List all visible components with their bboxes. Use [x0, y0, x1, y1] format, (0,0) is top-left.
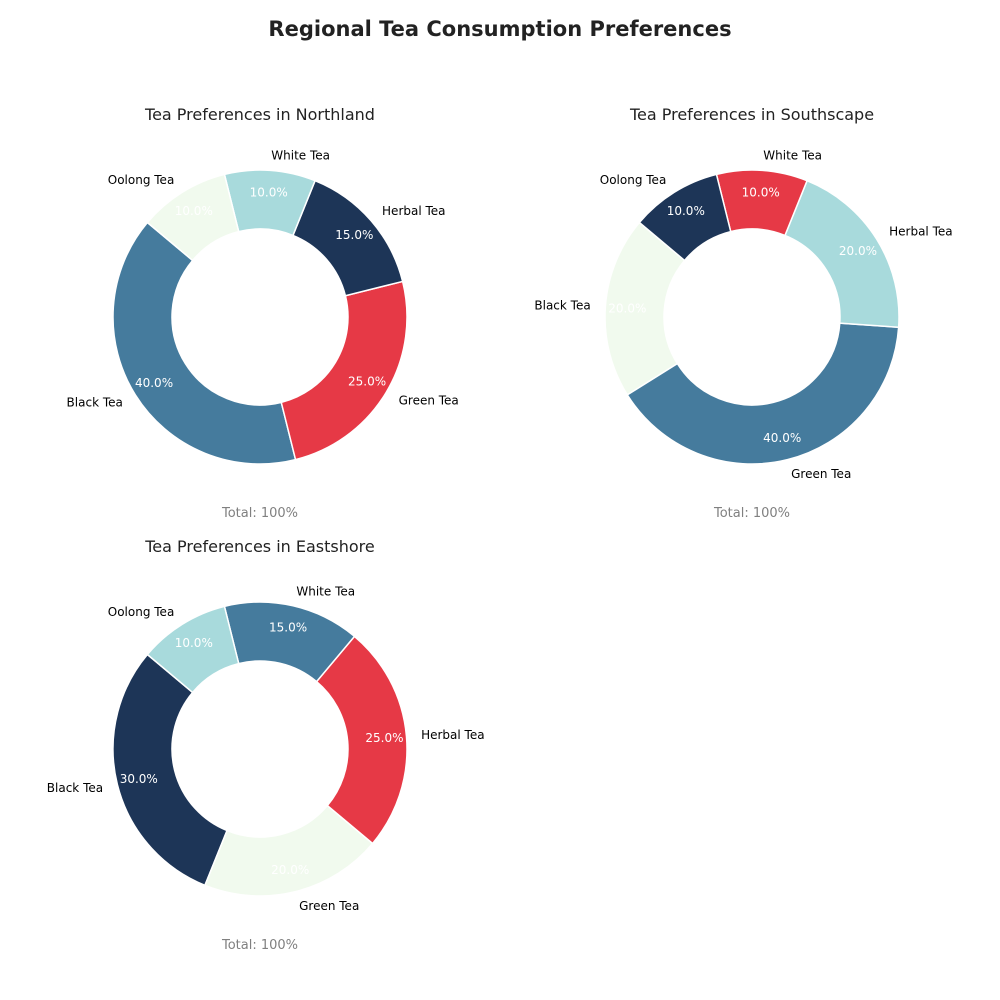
pct-label-black-tea: 20.0% [608, 301, 646, 315]
pct-label-herbal-tea: 15.0% [335, 228, 373, 242]
slice-green-tea [626, 322, 900, 465]
slice-label-white-tea: White Tea [296, 584, 355, 598]
slice-herbal-tea [315, 635, 408, 845]
slice-label-black-tea: Black Tea [67, 396, 123, 410]
total-label: Total: 100% [713, 506, 790, 521]
slice-label-black-tea: Black Tea [534, 299, 590, 313]
pct-label-green-tea: 20.0% [271, 863, 309, 877]
slice-label-black-tea: Black Tea [47, 781, 103, 795]
slice-oolong-tea [146, 173, 240, 262]
donut-chart-1: Tea Preferences in Northland Black Tea 40.… [67, 105, 459, 521]
chart-title: Tea Preferences in Northland [144, 105, 375, 124]
pct-label-green-tea: 25.0% [348, 374, 386, 388]
chart-title: Tea Preferences in Southscape [629, 105, 874, 124]
pct-label-black-tea: 30.0% [120, 772, 158, 786]
pct-label-black-tea: 40.0% [135, 376, 173, 390]
charts-group: Tea Preferences in Northland Black Tea 40.… [47, 105, 953, 953]
pct-label-white-tea: 10.0% [742, 185, 780, 199]
pct-label-white-tea: 15.0% [269, 620, 307, 634]
slice-label-herbal-tea: Herbal Tea [382, 204, 446, 218]
slice-label-oolong-tea: Oolong Tea [600, 173, 667, 187]
pct-label-white-tea: 10.0% [250, 185, 288, 199]
slice-label-white-tea: White Tea [763, 149, 822, 163]
slice-green-tea [280, 280, 408, 461]
slice-label-green-tea: Green Tea [299, 899, 359, 913]
donut-chart-2: Tea Preferences in Southscape Black Tea 20… [534, 105, 952, 521]
slice-label-herbal-tea: Herbal Tea [421, 728, 485, 742]
slice-label-herbal-tea: Herbal Tea [889, 224, 953, 238]
chart-title: Tea Preferences in Eastshore [144, 537, 375, 556]
figure-title: Regional Tea Consumption Preferences [268, 17, 731, 41]
donut-chart-3: Tea Preferences in Eastshore Black Tea 30.… [47, 537, 485, 953]
pct-label-herbal-tea: 25.0% [365, 731, 403, 745]
pct-label-green-tea: 40.0% [763, 431, 801, 445]
pct-label-oolong-tea: 10.0% [175, 636, 213, 650]
pct-label-oolong-tea: 10.0% [667, 204, 705, 218]
total-label: Total: 100% [221, 506, 298, 521]
pct-label-herbal-tea: 20.0% [839, 244, 877, 258]
pct-label-oolong-tea: 10.0% [175, 204, 213, 218]
slice-label-white-tea: White Tea [271, 149, 330, 163]
slice-oolong-tea [146, 605, 240, 694]
slice-label-oolong-tea: Oolong Tea [108, 605, 175, 619]
slice-black-tea [112, 653, 229, 887]
slice-oolong-tea [638, 173, 732, 262]
slice-label-green-tea: Green Tea [791, 467, 851, 481]
total-label: Total: 100% [221, 938, 298, 953]
slice-black-tea [112, 221, 297, 465]
slice-label-green-tea: Green Tea [399, 393, 459, 407]
slice-label-oolong-tea: Oolong Tea [108, 173, 175, 187]
